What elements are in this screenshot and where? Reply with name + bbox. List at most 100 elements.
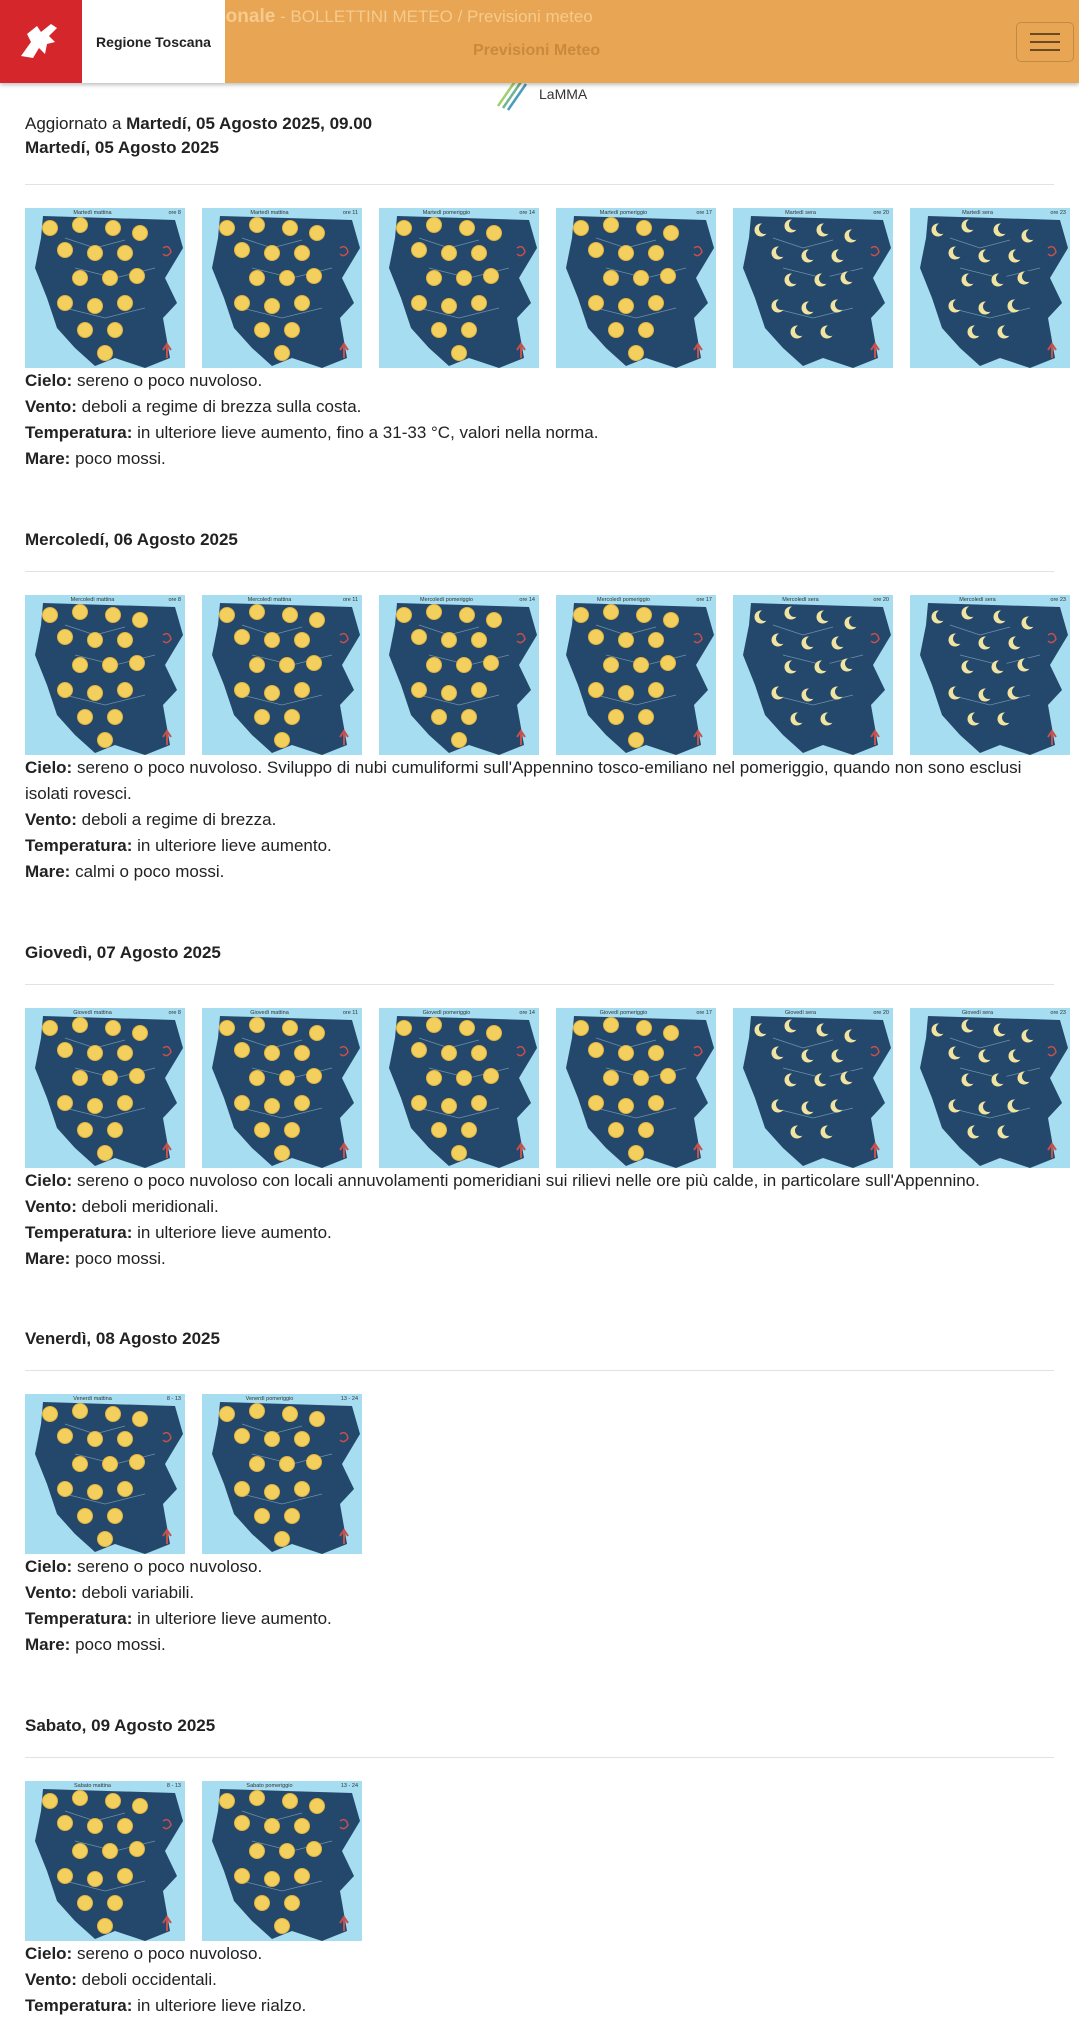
forecast-temperatura: Temperatura: in ulteriore lieve aumento.: [25, 833, 1054, 859]
forecast-map[interactable]: Sabato pomeriggio 13 - 24: [202, 1781, 362, 1941]
day-title: Martedí, 05 Agosto 2025: [25, 138, 219, 157]
forecast-map[interactable]: Mercoledì sera ore 23: [910, 595, 1070, 755]
forecast-temperatura: Temperatura: in ulteriore lieve aumento.: [25, 1606, 1054, 1632]
menu-icon-bar: [1030, 41, 1060, 43]
forecast-vento-label: Vento:: [25, 1197, 77, 1216]
forecast-map[interactable]: Giovedì pomeriggio ore 14: [379, 1008, 539, 1168]
forecast-mare-text: poco mossi.: [70, 449, 166, 468]
forecast-map[interactable]: Giovedì sera ore 20: [733, 1008, 893, 1168]
forecast-map-hour: 8 - 13: [166, 1783, 181, 1789]
forecast-map-label: Martedì pomeriggio: [422, 210, 471, 216]
forecast-temperatura-label: Temperatura:: [25, 423, 133, 442]
forecast-cielo-label: Cielo:: [25, 758, 73, 777]
forecast-map-label: Giovedì pomeriggio: [599, 1010, 648, 1016]
forecast-mare: Mare: poco mossi.: [25, 1246, 1054, 1272]
forecast-map[interactable]: Sabato mattina 8 - 13: [25, 1781, 185, 1941]
forecast-mare-label: Mare:: [25, 862, 71, 881]
divider: [25, 184, 1054, 185]
divider: [25, 571, 1054, 572]
forecast-cielo-label: Cielo:: [25, 371, 73, 390]
forecast-map-hour: 13 - 24: [340, 1396, 358, 1402]
forecast-map[interactable]: Giovedì mattina ore 8: [25, 1008, 185, 1168]
forecast-map-label: Giovedì mattina: [250, 1010, 289, 1016]
forecast-vento: Vento: deboli variabili.: [25, 1580, 1054, 1606]
forecast-map-label: Martedì sera: [785, 210, 816, 216]
forecast-map[interactable]: Venerdì mattina 8 - 13: [25, 1394, 185, 1554]
forecast-map[interactable]: Martedì sera ore 23: [910, 208, 1070, 368]
forecast-map-label: Mercoledì mattina: [247, 597, 292, 603]
breadcrumb-path[interactable]: - BOLLETTINI METEO / Previsioni meteo: [275, 7, 593, 26]
forecast-temperatura-label: Temperatura:: [25, 836, 133, 855]
forecast-map-hour: ore 17: [696, 1010, 712, 1016]
forecast-vento-label: Vento:: [25, 397, 77, 416]
forecast-map-hour: 8 - 13: [166, 1396, 181, 1402]
day-title: Sabato, 09 Agosto 2025: [25, 1716, 216, 1735]
forecast-map[interactable]: Martedì mattina ore 8: [25, 208, 185, 368]
forecast-map[interactable]: Martedì pomeriggio ore 17: [556, 208, 716, 368]
forecast-mare: Mare: calmi o poco mossi.: [25, 859, 1054, 885]
forecast-map[interactable]: Martedì mattina ore 11: [202, 208, 362, 368]
forecast-map[interactable]: Venerdì pomeriggio 13 - 24: [202, 1394, 362, 1554]
day-title: Mercoledí, 06 Agosto 2025: [25, 530, 238, 549]
forecast-mare-label: Mare:: [25, 449, 71, 468]
forecast-map-row: Venerdì mattina 8 - 13 Venerdì pomeriggio 1…: [25, 1394, 362, 1554]
forecast-cielo-text: sereno o poco nuvoloso. Sviluppo di nubi…: [25, 758, 1022, 803]
forecast-map-label: Martedì mattina: [73, 210, 112, 216]
forecast-map-label: Mercoledì pomeriggio: [597, 597, 650, 603]
forecast-map-hour: ore 11: [342, 1010, 358, 1016]
forecast-vento-text: deboli occidentali.: [76, 1970, 217, 1989]
forecast-description: Cielo: sereno o poco nuvoloso. Vento: deb…: [25, 368, 1054, 472]
brand-name: Regione Toscana: [82, 0, 225, 83]
site-header: Funzionale Regionale - BOLLETTINI METEO …: [0, 0, 1079, 83]
divider: [25, 1370, 1054, 1371]
forecast-map-hour: ore 23: [1050, 597, 1066, 603]
forecast-cielo: Cielo: sereno o poco nuvoloso.: [25, 368, 1054, 394]
forecast-map[interactable]: Giovedì pomeriggio ore 17: [556, 1008, 716, 1168]
forecast-vento-text: deboli variabili.: [76, 1583, 195, 1602]
forecast-mare-label: Mare:: [25, 1635, 71, 1654]
forecast-map[interactable]: Giovedì sera ore 23: [910, 1008, 1070, 1168]
forecast-map-row: Sabato mattina 8 - 13 Sabato pomeriggio 13 …: [25, 1781, 362, 1941]
forecast-map-hour: ore 17: [696, 210, 712, 216]
forecast-mare: Mare: poco mossi.: [25, 1632, 1054, 1658]
forecast-map[interactable]: Mercoledì sera ore 20: [733, 595, 893, 755]
forecast-temperatura-text: in ulteriore lieve aumento.: [132, 836, 332, 855]
forecast-map[interactable]: Mercoledì mattina ore 8: [25, 595, 185, 755]
last-updated: Aggiornato a Martedí, 05 Agosto 2025, 09…: [25, 114, 372, 134]
forecast-temperatura-label: Temperatura:: [25, 1609, 133, 1628]
forecast-map-label: Giovedì sera: [784, 1010, 817, 1016]
forecast-map[interactable]: Mercoledì pomeriggio ore 14: [379, 595, 539, 755]
forecast-map-hour: ore 8: [168, 597, 181, 603]
forecast-map[interactable]: Mercoledì mattina ore 11: [202, 595, 362, 755]
forecast-map-label: Martedì sera: [962, 210, 993, 216]
forecast-map-label: Venerdì mattina: [73, 1396, 112, 1402]
forecast-vento: Vento: deboli occidentali.: [25, 1967, 1054, 1993]
forecast-map-label: Martedì mattina: [250, 210, 289, 216]
forecast-map[interactable]: Mercoledì pomeriggio ore 17: [556, 595, 716, 755]
last-updated-prefix: Aggiornato a: [25, 114, 127, 133]
forecast-map-hour: 13 - 24: [340, 1783, 358, 1789]
regione-toscana-logo[interactable]: Regione Toscana: [0, 0, 225, 83]
forecast-map[interactable]: Giovedì mattina ore 11: [202, 1008, 362, 1168]
menu-icon-bar: [1030, 49, 1060, 51]
menu-toggle-button[interactable]: [1016, 22, 1074, 62]
page-subtitle: Previsioni Meteo: [473, 42, 601, 59]
forecast-temperatura: Temperatura: in ulteriore lieve aumento,…: [25, 420, 1054, 446]
forecast-vento-label: Vento:: [25, 1970, 77, 1989]
forecast-map-row: Martedì mattina ore 8 Martedì mattina ore 1…: [25, 208, 1070, 368]
forecast-map-hour: ore 17: [696, 597, 712, 603]
forecast-map[interactable]: Martedì sera ore 20: [733, 208, 893, 368]
forecast-map-row: Giovedì mattina ore 8 Giovedì mattina ore 1…: [25, 1008, 1070, 1168]
day-title: Giovedì, 07 Agosto 2025: [25, 943, 221, 962]
forecast-map-label: Mercoledì mattina: [70, 597, 115, 603]
forecast-map-hour: ore 20: [873, 1010, 889, 1016]
forecast-map-label: Mercoledì sera: [782, 597, 819, 603]
day-title: Venerdì, 08 Agosto 2025: [25, 1329, 220, 1348]
forecast-mare-label: Mare:: [25, 1249, 71, 1268]
forecast-temperatura-text: in ulteriore lieve aumento.: [132, 1223, 332, 1242]
forecast-map[interactable]: Martedì pomeriggio ore 14: [379, 208, 539, 368]
forecast-map-hour: ore 23: [1050, 210, 1066, 216]
forecast-vento-text: deboli a regime di brezza.: [76, 810, 277, 829]
forecast-mare-text: poco mossi.: [70, 1249, 166, 1268]
forecast-map-label: Mercoledì pomeriggio: [420, 597, 473, 603]
